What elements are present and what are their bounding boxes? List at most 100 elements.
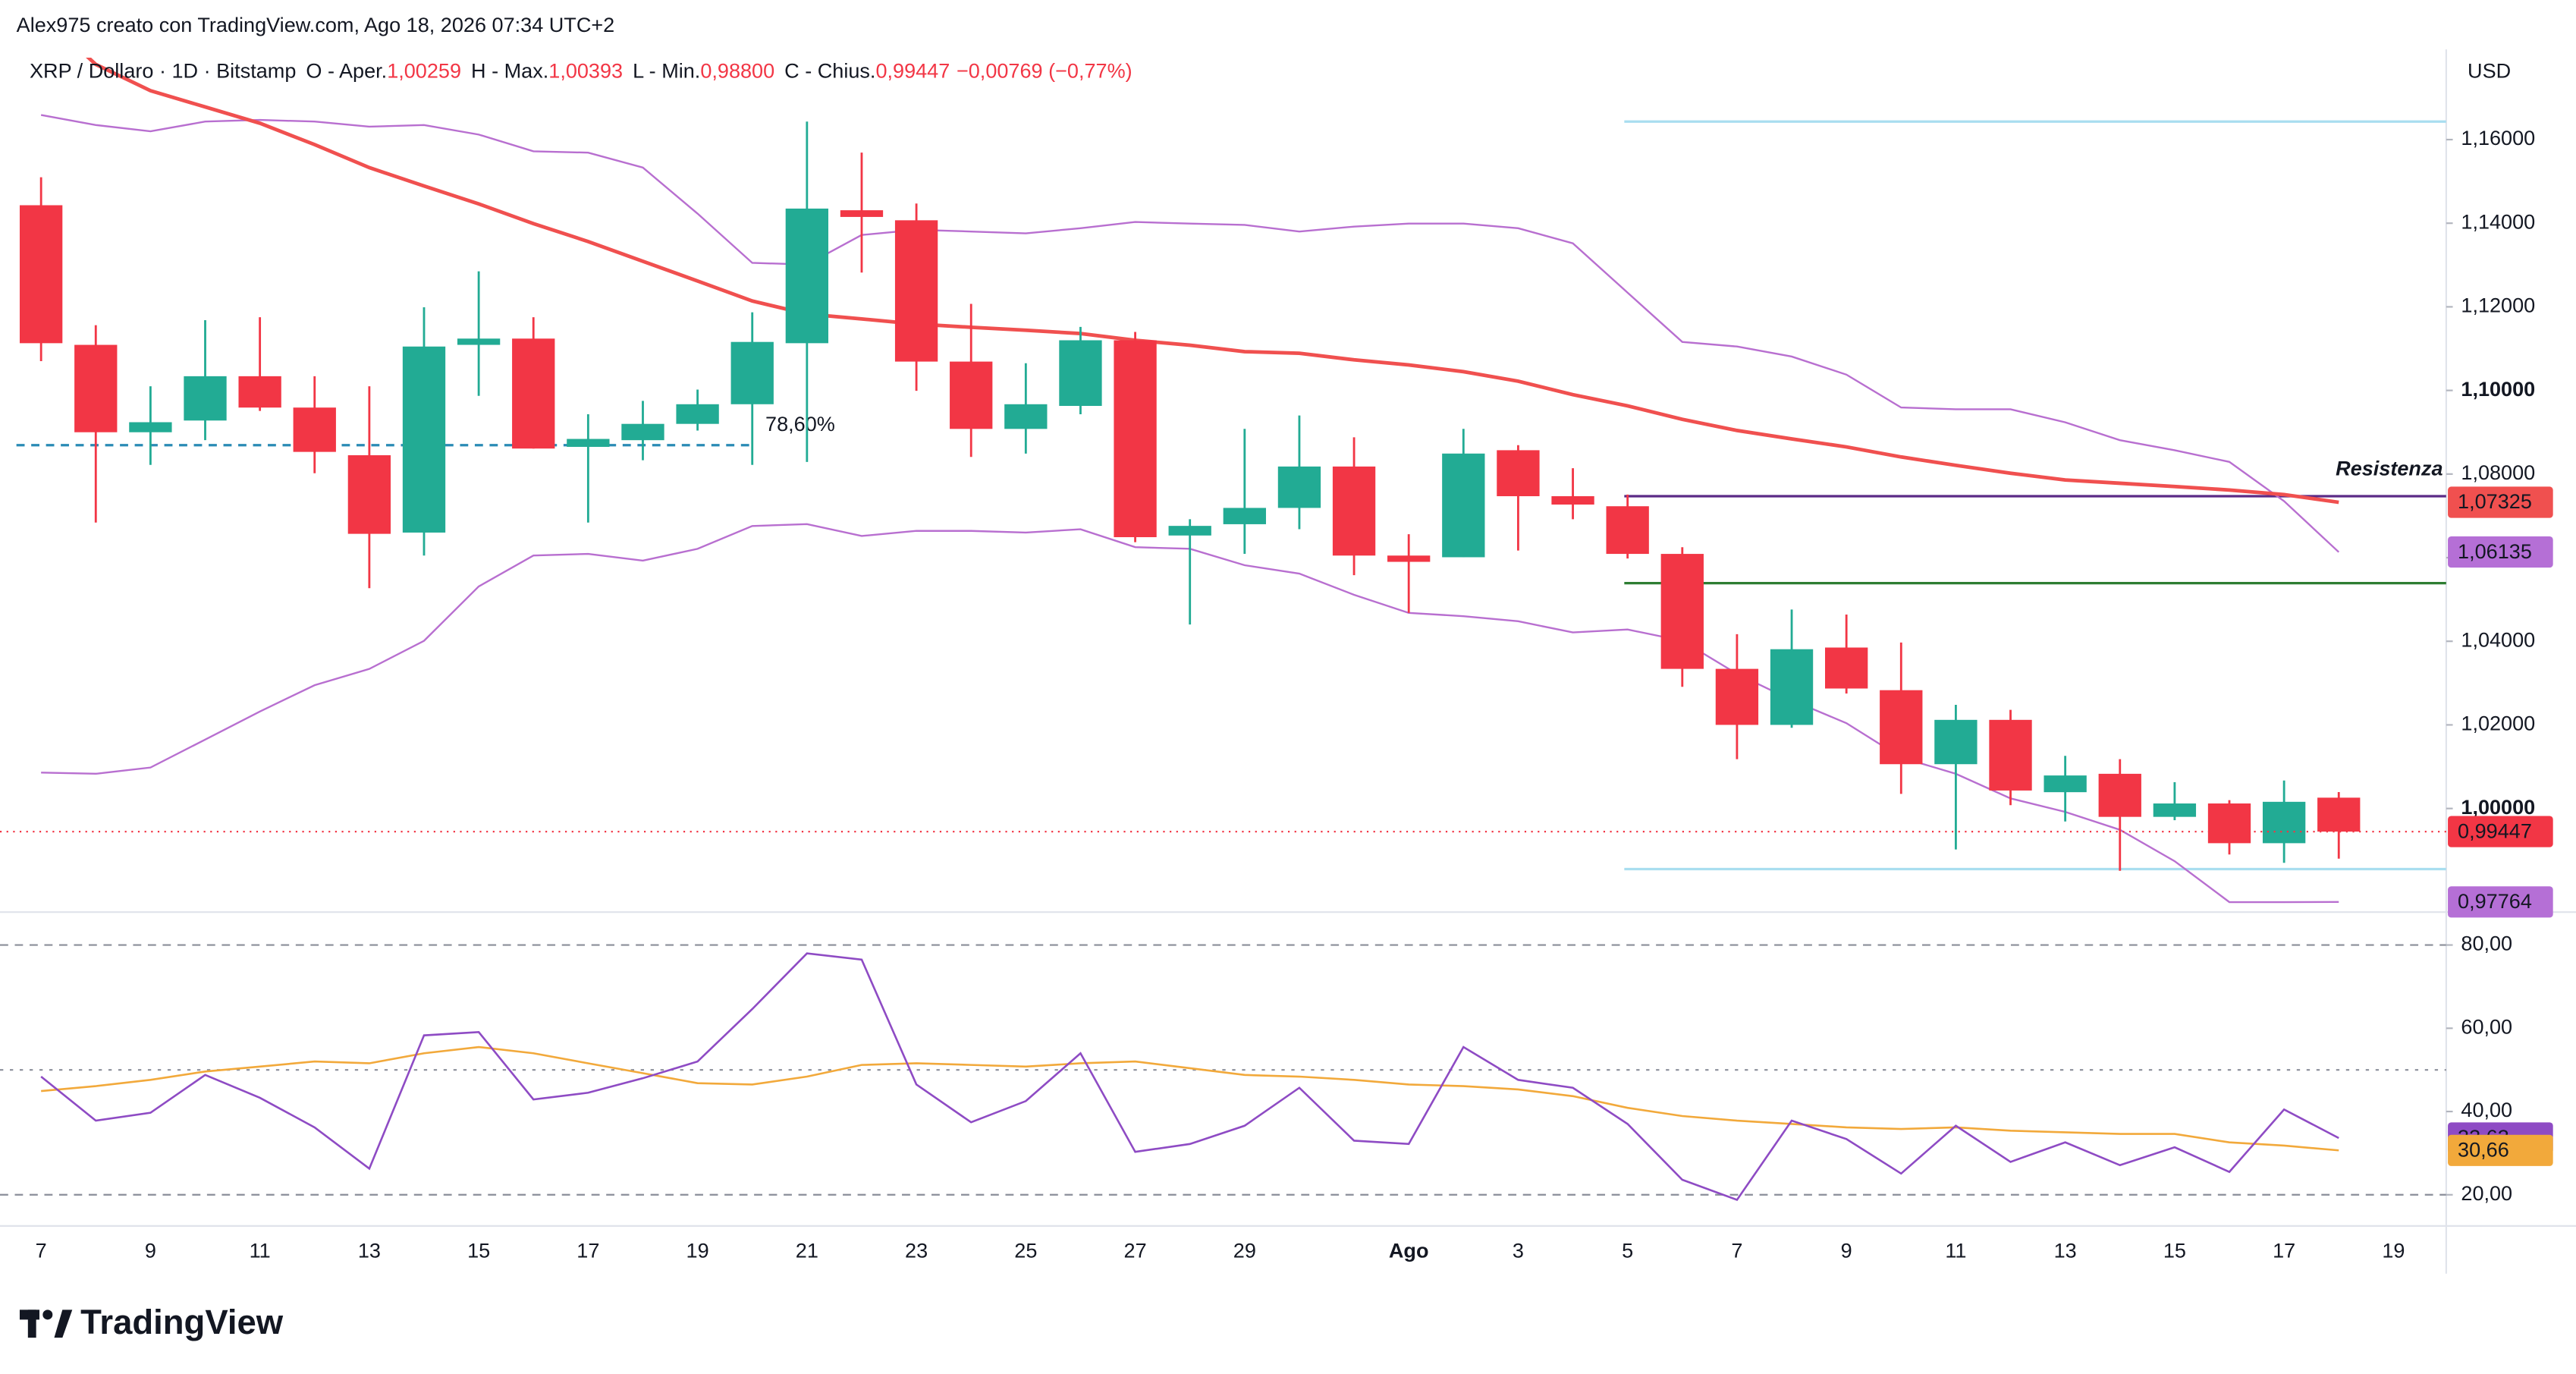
x-tick-label: 29 [1233, 1239, 1256, 1262]
candle-body [1880, 690, 1923, 765]
candle-body [730, 341, 774, 404]
rsi-tick-label: 60,00 [2461, 1014, 2512, 1038]
y-tick-label: 1,12000 [2461, 294, 2535, 317]
brand-logo [19, 1310, 73, 1338]
candle-body [1168, 526, 1211, 536]
moving-average-line [86, 57, 2339, 505]
candle-body [950, 361, 993, 429]
band-lower-last-label-box [2448, 886, 2553, 918]
candle-body [1770, 649, 1814, 725]
candle-body [402, 346, 446, 533]
candle-body [2262, 801, 2306, 844]
ohlc-label: O - Aper. [306, 59, 387, 83]
price-pane: 78,60% [0, 57, 2446, 904]
x-tick-label: 13 [358, 1239, 381, 1262]
y-tick-label: 1,02000 [2461, 712, 2535, 735]
candle-body [567, 439, 610, 447]
y-tick-label: 1,00000 [2461, 795, 2535, 819]
rsi-line [41, 1045, 2339, 1152]
candle-body [238, 376, 281, 408]
candle-body [1004, 404, 1048, 429]
candle-body [1059, 340, 1102, 406]
candle-body [1442, 453, 1485, 558]
x-tick-label: 13 [2054, 1239, 2077, 1262]
candle-body [1606, 506, 1649, 555]
x-tick-label: 15 [2163, 1239, 2186, 1262]
band-upper-last-label-box [2448, 536, 2553, 568]
x-tick-label: 15 [467, 1239, 490, 1262]
axes: 1,000001,020001,040001,060001,080001,100… [36, 126, 2553, 1262]
rsi-tick-label: 40,00 [2461, 1098, 2512, 1121]
line-annotation: Resistenza [2336, 457, 2442, 480]
candle-body [1551, 496, 1594, 505]
ma-last-label-box [2448, 486, 2553, 518]
candle-body [457, 338, 501, 345]
ohlc-value: 0,98800 [700, 59, 774, 83]
candle-body [512, 338, 555, 449]
candle-body [2317, 797, 2361, 832]
candle-body [1989, 719, 2032, 791]
candle-body [2098, 773, 2141, 817]
rsi-tick-label: 20,00 [2461, 1181, 2512, 1205]
x-tick-label: 3 [1513, 1239, 1524, 1262]
candle-body [1277, 466, 1321, 508]
candle-body [2044, 775, 2087, 793]
candle-body [74, 344, 118, 432]
x-tick-label: 19 [686, 1239, 709, 1262]
x-tick-label: Ago [1389, 1239, 1429, 1262]
y-tick-label: 1,14000 [2461, 209, 2535, 233]
band-upper-line [40, 114, 2340, 553]
x-tick-label: 11 [250, 1239, 271, 1262]
last-price-label-box [2448, 816, 2553, 847]
x-tick-label: 17 [576, 1239, 599, 1262]
candle-body [184, 376, 227, 421]
candle-body [1332, 466, 1376, 556]
x-tick-label: 17 [2273, 1239, 2295, 1262]
candle-body [840, 210, 884, 217]
fib-label: 78,60% [765, 412, 835, 435]
candle-body [1660, 554, 1704, 669]
currency-label: USD [2468, 59, 2511, 83]
change-value: −0,00769 (−0,77%) [957, 59, 1132, 83]
x-tick-label: 27 [1124, 1239, 1147, 1262]
candle-body [621, 423, 664, 441]
ohlc-label: L - Min. [633, 59, 700, 83]
legend: XRP / Dollaro · 1D · Bitstamp O - Aper. 1,… [30, 59, 1132, 83]
candle-body [2207, 803, 2251, 844]
symbol-title: XRP / Dollaro · 1D · Bitstamp [30, 59, 296, 83]
y-tick-label: 1,16000 [2461, 126, 2535, 149]
candle-body [785, 208, 829, 344]
author-line: Alex975 creato con TradingView.com, Ago … [17, 13, 615, 36]
x-tick-label: 19 [2382, 1239, 2405, 1262]
ohlc-value: 0,99447 [875, 59, 950, 83]
candle-body [293, 407, 336, 452]
candle-body [2153, 803, 2197, 817]
candle-body [19, 205, 63, 344]
x-tick-label: 21 [796, 1239, 818, 1262]
candle-body [347, 455, 391, 534]
rsi-last-label-box [2448, 1134, 2553, 1166]
ohlc-label: C - Chius. [784, 59, 875, 83]
candle-body [129, 422, 172, 432]
candle-body [1387, 555, 1431, 562]
candle-body [676, 404, 719, 424]
candle-body [1497, 450, 1540, 497]
ohlc-value: 1,00393 [548, 59, 623, 83]
candle-body [1934, 719, 1978, 765]
x-tick-label: 9 [1841, 1239, 1852, 1262]
candle-body [1223, 508, 1266, 524]
band-upper-last-label: 1,06135 [2458, 539, 2532, 563]
x-tick-label: 5 [1622, 1239, 1633, 1262]
candle-body [1825, 647, 1868, 689]
band-lower-last-label: 0,97764 [2458, 889, 2532, 913]
rsi-tick-label: 80,00 [2461, 932, 2512, 955]
x-tick-label: 9 [145, 1239, 156, 1262]
y-tick-label: 1,08000 [2461, 461, 2535, 484]
brand-name: TradingView [80, 1303, 284, 1341]
ohlc-label: H - Max. [471, 59, 548, 83]
candle-body [894, 220, 938, 362]
x-tick-label: 25 [1014, 1239, 1037, 1262]
x-tick-label: 7 [36, 1239, 47, 1262]
